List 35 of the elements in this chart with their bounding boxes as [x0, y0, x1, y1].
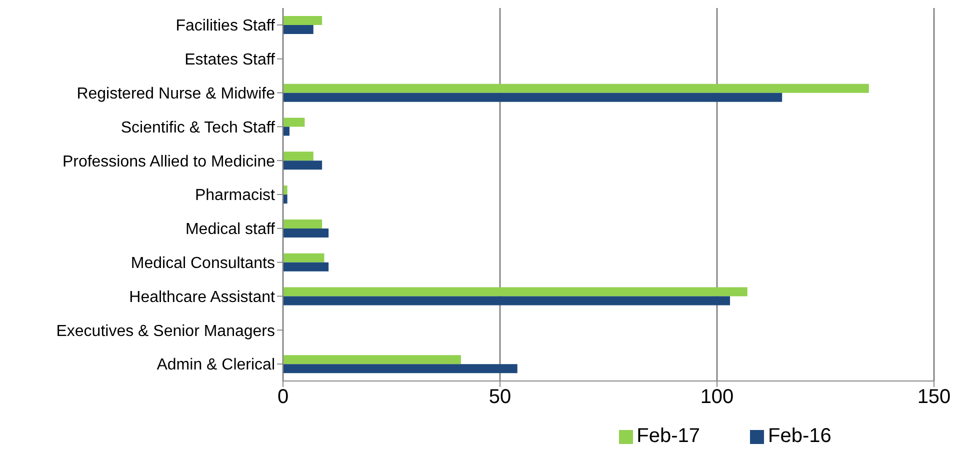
x-tick-label: 50 [488, 386, 512, 408]
y-tick-label: Medical staff [185, 221, 276, 238]
legend-label: Feb-17 [636, 425, 700, 447]
y-tick-label: Admin & Clerical [156, 356, 275, 374]
bar [283, 296, 730, 306]
y-tick-label: Pharmacist [194, 187, 276, 204]
bar [283, 126, 290, 136]
y-tick-label: Facilities Staff [176, 18, 276, 35]
y-tick-label: Healthcare Assistant [129, 288, 276, 306]
y-tick-label: Registered Nurse & Midwife [76, 85, 276, 102]
bar [283, 228, 329, 238]
x-tick-label: 150 [917, 386, 951, 408]
y-tick-label: Professions Allied to Medicine [62, 153, 276, 170]
x-tick-label: 100 [700, 386, 734, 408]
bar [283, 364, 518, 374]
bar [283, 160, 322, 170]
y-tick-label: Estates Staff [184, 52, 276, 69]
bar [283, 118, 305, 127]
bar [283, 253, 324, 262]
bar [283, 355, 461, 364]
y-tick-label: Executives & Senior Managers [56, 322, 275, 340]
x-tick-label: 0 [277, 386, 289, 408]
bar [283, 92, 782, 102]
bar [283, 194, 288, 204]
bar [283, 219, 322, 228]
bar [283, 16, 322, 25]
bar [283, 25, 314, 34]
bar [283, 84, 869, 93]
legend-label: Feb-16 [768, 425, 832, 447]
bar [283, 152, 314, 161]
bar [283, 262, 329, 272]
y-tick-label: Medical Consultants [130, 255, 275, 272]
bar [283, 287, 748, 296]
y-tick-label: Scientific & Tech Staff [120, 119, 276, 136]
bar [283, 186, 288, 195]
